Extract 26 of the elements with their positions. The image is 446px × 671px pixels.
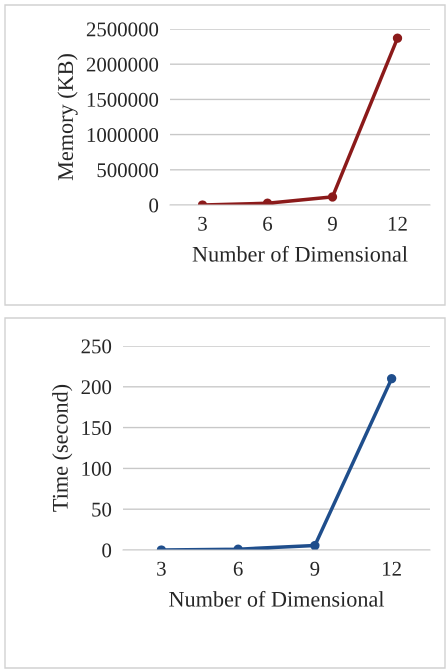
y-tick-label: 0 xyxy=(102,543,112,558)
x-tick-label: 12 xyxy=(383,562,401,576)
y-tick-label: 1500000 xyxy=(88,92,158,107)
x-axis-title: Number of Dimensional xyxy=(192,246,408,262)
y-tick-label: 250 xyxy=(82,339,112,354)
x-tick-label: 3 xyxy=(157,562,166,576)
y-axis-title: Time (second) xyxy=(52,384,72,512)
y-tick-label: 100 xyxy=(82,462,112,476)
x-tick-label: 6 xyxy=(263,216,272,231)
y-tick-label: 150 xyxy=(82,420,112,436)
x-axis-title: Number of Dimensional xyxy=(169,590,384,607)
y-tick-label: 1000000 xyxy=(88,128,158,142)
y-tick-label: 2000000 xyxy=(86,58,158,72)
y-tick-label: 50 xyxy=(92,502,112,517)
y-axis-title: Memory (KB) xyxy=(57,54,78,180)
y-tick-label: 200 xyxy=(82,380,112,394)
x-tick-label: 3 xyxy=(198,216,207,231)
point xyxy=(392,33,402,43)
y-tick-label: 500000 xyxy=(98,163,158,178)
y-tick-label: 0 xyxy=(149,198,158,212)
point xyxy=(386,374,396,384)
x-tick-label: 9 xyxy=(328,216,337,231)
x-tick-label: 9 xyxy=(310,562,320,576)
x-tick-label: 12 xyxy=(388,216,407,231)
y-tick-label: 2500000 xyxy=(86,22,158,36)
x-tick-label: 6 xyxy=(234,562,243,576)
